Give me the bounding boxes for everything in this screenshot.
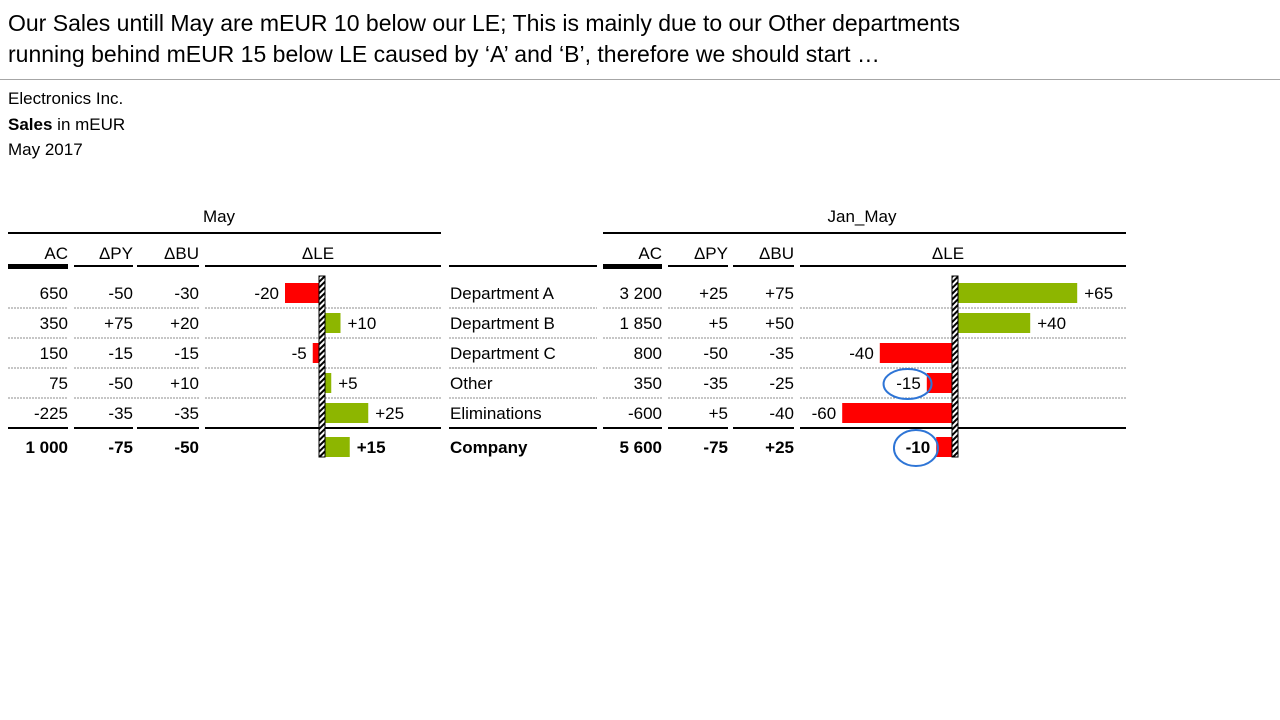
group-2-total-le-label: -10	[906, 438, 931, 457]
group-1-row-3-py: -15	[108, 344, 133, 363]
group-2-row-1-ac: 3 200	[619, 284, 662, 303]
group-2-row-2-ac: 1 850	[619, 314, 662, 333]
group-2-row-4-highlight-circle	[882, 368, 933, 400]
group-1-ac-header-rule	[8, 264, 68, 269]
group-1-row-3-ac: 150	[40, 344, 68, 363]
group-1-row-1-ac: 650	[40, 284, 68, 303]
group-2-row-4-le-label: -15	[896, 374, 921, 393]
group-2-row-2-le-bar	[955, 313, 1031, 333]
group-2-row-3-py: -50	[703, 344, 728, 363]
group-1-row-4-le-label: +5	[338, 374, 357, 393]
group-1-row-1-le-label: -20	[254, 284, 279, 303]
group-1-row-4-ac: 75	[49, 374, 68, 393]
group-2-row-5-py: +5	[709, 404, 728, 423]
headline-line-1: Our Sales untill May are mEUR 10 below o…	[8, 10, 960, 36]
group-2-total-ac: 5 600	[619, 438, 662, 457]
group-2-row-2-bu: +50	[765, 314, 794, 333]
group-1-row-5-ac: -225	[34, 404, 68, 423]
group-2-row-4-py: -35	[703, 374, 728, 393]
group-1-row-4-py: -50	[108, 374, 133, 393]
group-2-row-2-py: +5	[709, 314, 728, 333]
measure-name: Sales	[8, 114, 53, 134]
group-1-row-2-py: +75	[104, 314, 133, 333]
group-2-row-3-bu: -35	[769, 344, 794, 363]
category-label-5: Eliminations	[450, 404, 542, 423]
group-1-row-2-le-bar	[322, 313, 341, 333]
group-2-header-ac: AC	[638, 244, 662, 263]
group-1-row-3-le-label: -5	[292, 344, 307, 363]
category-label-2: Department B	[450, 314, 555, 333]
group-1-total-bu: -50	[174, 438, 199, 457]
group-1-total-py: -75	[108, 438, 133, 457]
group-1-row-5-le-bar	[322, 403, 369, 423]
group-1-row-2-bu: +20	[170, 314, 199, 333]
group-2-row-4-le-bar	[926, 373, 955, 393]
group-1-row-2-ac: 350	[40, 314, 68, 333]
group-1-row-3-bu: -15	[174, 344, 199, 363]
group-1-header-py: ΔPY	[99, 244, 133, 263]
group-2-title: Jan_May	[828, 207, 897, 226]
group-1-row-1-le-bar	[285, 283, 322, 303]
group-2-row-1-le-bar	[955, 283, 1078, 303]
group-1-header-ac: AC	[44, 244, 68, 263]
group-2-row-3-le-bar	[879, 343, 955, 363]
category-label-total: Company	[450, 438, 528, 457]
headline: Our Sales untill May are mEUR 10 below o…	[8, 8, 1268, 70]
measure-unit: in mEUR	[52, 114, 126, 134]
group-2-total-le-bar	[936, 437, 955, 457]
group-2-row-3-ac: 800	[634, 344, 662, 363]
group-2-row-1-le-label: +65	[1084, 284, 1113, 303]
group-1-header-bu: ΔBU	[164, 244, 199, 263]
category-label-4: Other	[450, 374, 493, 393]
group-1-title: May	[203, 207, 236, 226]
group-2-ac-header-rule	[603, 264, 662, 269]
group-1-total-ac: 1 000	[25, 438, 68, 457]
group-2-header-bu: ΔBU	[759, 244, 794, 263]
group-2-row-1-bu: +75	[765, 284, 794, 303]
group-1-row-5-le-label: +25	[375, 404, 404, 423]
group-1-row-2-le-label: +10	[348, 314, 377, 333]
company-name: Electronics Inc.	[8, 89, 124, 108]
group-1-total-le-bar	[322, 437, 350, 457]
headline-line-2: running behind mEUR 15 below LE caused b…	[8, 41, 880, 67]
group-2-row-3-le-label: -40	[849, 344, 874, 363]
headline-separator	[0, 79, 1280, 80]
group-2-row-4-bu: -25	[769, 374, 794, 393]
group-1-row-5-bu: -35	[174, 404, 199, 423]
report-meta: Electronics Inc. Sales in mEUR May 2017	[8, 86, 125, 163]
report-period: May 2017	[8, 140, 83, 159]
group-2-header-py: ΔPY	[694, 244, 728, 263]
group-1-row-4-bu: +10	[170, 374, 199, 393]
group-2-row-1-py: +25	[699, 284, 728, 303]
category-label-3: Department C	[450, 344, 556, 363]
measure-line: Sales in mEUR	[8, 112, 125, 138]
category-label-1: Department A	[450, 284, 555, 303]
group-2-total-py: -75	[703, 438, 728, 457]
group-2-row-2-le-label: +40	[1037, 314, 1066, 333]
group-2-header-le: ΔLE	[932, 244, 964, 263]
group-1-total-le-label: +15	[357, 438, 386, 457]
group-1-le-axis	[318, 275, 326, 458]
group-1-header-le: ΔLE	[302, 244, 334, 263]
group-1-row-4-le-bar	[322, 373, 332, 393]
group-2-row-5-le-bar	[842, 403, 955, 423]
group-2-row-5-le-label: -60	[812, 404, 837, 423]
group-1-row-5-py: -35	[108, 404, 133, 423]
group-2-row-5-bu: -40	[769, 404, 794, 423]
group-1-row-3-le-bar	[312, 343, 322, 363]
group-2-le-axis	[951, 275, 959, 458]
group-2-row-5-ac: -600	[628, 404, 662, 423]
group-2-total-highlight-circle	[892, 429, 939, 467]
group-1-row-1-bu: -30	[174, 284, 199, 303]
group-2-total-bu: +25	[765, 438, 794, 457]
group-1-row-1-py: -50	[108, 284, 133, 303]
group-2-row-4-ac: 350	[634, 374, 662, 393]
